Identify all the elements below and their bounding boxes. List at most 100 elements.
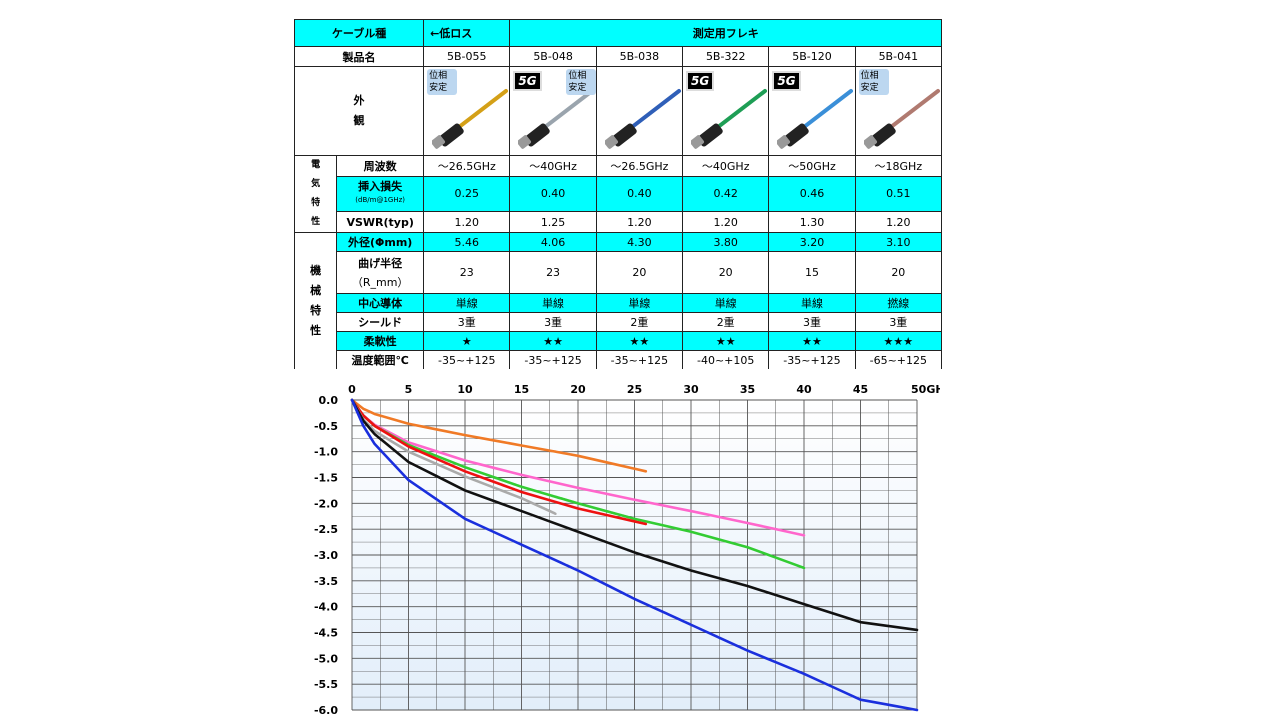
y-tick-label: 0.0 xyxy=(319,394,339,407)
cable-type-label: ケーブル種 xyxy=(294,19,425,47)
center-conductor-value: 撚線 xyxy=(854,293,942,313)
phase-stable-badge: 位相安定 xyxy=(858,69,889,95)
temperature-value: -35~+125 xyxy=(423,350,511,369)
x-tick-label: 15 xyxy=(514,383,529,396)
center-conductor-value: 単線 xyxy=(595,293,684,313)
x-tick-label: 45 xyxy=(853,383,868,396)
mechanical-group-text: 機械特性 xyxy=(310,264,322,337)
appearance-label-text: 外観 xyxy=(353,94,365,127)
cable-illustration xyxy=(604,89,681,149)
y-tick-label: -1.5 xyxy=(314,472,338,485)
product-name: 5B-120 xyxy=(768,46,856,67)
x-axis-ticks: 0 5 10 15 20 25 30 35 40 45 50GHz xyxy=(348,383,940,396)
spec-table: ケーブル種 ←低ロス 測定用フレキ 製品名 5B-055 5B-048 5B-0… xyxy=(294,19,942,369)
product-name: 5B-041 xyxy=(854,46,942,67)
five-g-badge: 5G xyxy=(513,71,542,91)
outer-diameter-value: 5.46 xyxy=(423,232,511,252)
outer-diameter-value: 3.20 xyxy=(768,232,856,252)
series-line xyxy=(350,398,648,526)
bend-radius-label-text: 曲げ半径 xyxy=(358,256,403,270)
x-tick-label: 25 xyxy=(627,383,642,396)
x-tick-label: 5 xyxy=(405,383,413,396)
cable-photo: 5G xyxy=(768,66,856,156)
cable-photo: 5G xyxy=(682,66,770,156)
bend-radius-value: 20 xyxy=(595,251,684,294)
cable-photo: 位相安定 xyxy=(854,66,942,156)
frequency-value: ～26.5GHz xyxy=(595,155,684,177)
vswr-value: 1.20 xyxy=(854,211,942,233)
shield-value: 3重 xyxy=(768,312,856,332)
flexibility-stars: ★★ xyxy=(595,331,684,351)
frequency-label: 周波数 xyxy=(336,155,425,177)
center-conductor-value: 単線 xyxy=(509,293,597,313)
insertion-loss-label-text: 挿入損失 xyxy=(358,180,403,194)
spec-table-region: ケーブル種 ←低ロス 測定用フレキ 製品名 5B-055 5B-048 5B-0… xyxy=(294,19,942,369)
electrical-group-text: 電気特性 xyxy=(311,160,321,227)
x-tick-label: 30 xyxy=(683,383,699,396)
insertion-loss-value: 0.51 xyxy=(854,175,942,213)
x-tick-label: 40 xyxy=(796,383,812,396)
y-tick-label: -5.0 xyxy=(314,652,338,665)
cable-photo: 位相安定 xyxy=(423,66,511,156)
shield-label: シールド xyxy=(336,312,425,332)
bend-radius-value: 15 xyxy=(768,251,856,294)
cable-photo: 位相安定 5G xyxy=(509,66,597,156)
chart-series xyxy=(350,398,919,712)
frequency-value: ～40GHz xyxy=(509,155,597,177)
product-name: 5B-048 xyxy=(509,46,597,67)
product-name: 5B-038 xyxy=(595,46,684,67)
bend-radius-value: 20 xyxy=(682,251,770,294)
x-tick-label: 0 xyxy=(348,383,356,396)
temperature-value: -35~+125 xyxy=(509,350,597,369)
y-tick-label: -0.5 xyxy=(314,420,338,433)
insertion-loss-chart: 0 5 10 15 20 25 30 35 40 45 50GHz 0.0 -0.5 -1.0 -1.5 -… xyxy=(314,383,940,717)
frequency-value: ～40GHz xyxy=(682,155,770,177)
series-line xyxy=(350,398,648,473)
shield-value: 3重 xyxy=(509,312,597,332)
temperature-value: -35~+125 xyxy=(595,350,684,369)
center-conductor-value: 単線 xyxy=(682,293,770,313)
product-name: 5B-055 xyxy=(423,46,511,67)
outer-diameter-value: 3.80 xyxy=(682,232,770,252)
cable-illustration xyxy=(691,89,768,149)
frequency-value: ～26.5GHz xyxy=(423,155,511,177)
outer-diameter-value: 3.10 xyxy=(854,232,942,252)
flexibility-stars: ★★ xyxy=(682,331,770,351)
temperature-value: -35~+125 xyxy=(768,350,856,369)
flexibility-stars: ★★★ xyxy=(854,331,942,351)
insertion-loss-value: 0.46 xyxy=(768,175,856,213)
flexibility-stars: ★ xyxy=(423,331,511,351)
x-tick-label: 35 xyxy=(740,383,755,396)
bend-radius-label: 曲げ半径 （R_mm） xyxy=(336,251,425,294)
x-tick-label: 20 xyxy=(570,383,586,396)
bend-radius-unit: （R_mm） xyxy=(351,275,409,289)
x-tick-label: 10 xyxy=(457,383,473,396)
bend-radius-value: 20 xyxy=(854,251,942,294)
y-axis-ticks: 0.0 -0.5 -1.0 -1.5 -2.0 -2.5 -3.0 -3.5 -4.0 -4.5 -… xyxy=(314,394,338,717)
cable-illustration xyxy=(777,89,854,149)
y-tick-label: -4.5 xyxy=(314,627,338,640)
insertion-loss-value: 0.40 xyxy=(509,175,597,213)
insertion-loss-unit: (dB/m@1GHz) xyxy=(355,196,405,205)
y-tick-label: -6.0 xyxy=(314,704,338,717)
y-tick-label: -5.5 xyxy=(314,678,338,691)
series-line xyxy=(350,398,919,712)
flexibility-stars: ★★ xyxy=(768,331,856,351)
y-tick-label: -4.0 xyxy=(314,601,338,614)
cable-illustration xyxy=(518,89,595,149)
cable-illustration xyxy=(432,89,509,149)
temperature-value: -65~+125 xyxy=(854,350,942,369)
chart-grid xyxy=(351,399,918,711)
insertion-loss-value: 0.25 xyxy=(423,175,511,213)
flexibility-stars: ★★ xyxy=(509,331,597,351)
electrical-group-label: 電気特性 xyxy=(294,155,338,233)
flexibility-label: 柔軟性 xyxy=(336,331,425,351)
center-conductor-label: 中心導体 xyxy=(336,293,425,313)
x-tick-label: 50GHz xyxy=(911,383,940,396)
vswr-value: 1.20 xyxy=(423,211,511,233)
bend-radius-value: 23 xyxy=(509,251,597,294)
low-loss-label: ←低ロス xyxy=(423,19,511,47)
outer-diameter-value: 4.30 xyxy=(595,232,684,252)
center-conductor-value: 単線 xyxy=(768,293,856,313)
product-name: 5B-322 xyxy=(682,46,770,67)
